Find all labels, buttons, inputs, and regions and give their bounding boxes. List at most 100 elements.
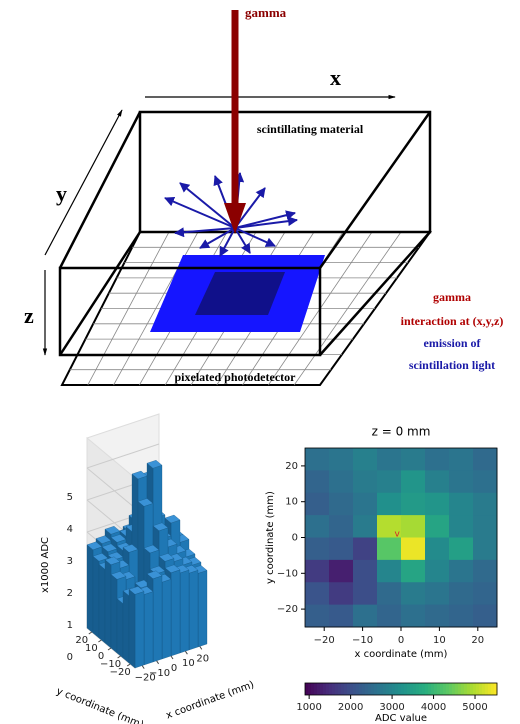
colorbar-segment (311, 683, 315, 695)
colorbar-label: ADC value (375, 713, 427, 724)
heatmap-cell (473, 538, 498, 561)
y-tick-label: −20 (277, 604, 298, 615)
heatmap-cell (449, 470, 474, 493)
colorbar-segment (404, 683, 408, 695)
colorbar-segment (464, 683, 468, 695)
z-label: z (24, 303, 34, 328)
gamma-label: gamma (245, 5, 287, 20)
colorbar-segment (476, 683, 480, 695)
diagram: gamma x y z scintillating material pixel… (24, 5, 503, 385)
x-tick (185, 651, 187, 654)
colorbar-segment (395, 683, 399, 695)
interaction-marker: v (394, 529, 400, 539)
bar-face (153, 576, 162, 662)
heatmap-cell (473, 515, 498, 538)
colorbar-segment (398, 683, 402, 695)
heatmap-cell (401, 470, 426, 493)
x-tick (200, 646, 202, 649)
colorbar-segment (482, 683, 486, 695)
heatmap-cell (401, 448, 426, 471)
colorbar-segment (374, 683, 378, 695)
colorbar-tick-label: 4000 (421, 702, 446, 713)
colorbar-segment (344, 683, 348, 695)
colorbar-segment (317, 683, 321, 695)
material-label: scintillating material (257, 122, 364, 136)
heatmap-cell (425, 493, 450, 516)
colorbar-segment (419, 683, 423, 695)
z-axis-label: x1000 ADC (40, 537, 51, 593)
heatmap-title: z = 0 mm (372, 425, 431, 439)
colorbar-segment (485, 683, 489, 695)
heatmap-cell (305, 560, 330, 583)
x-axis-label: x coordinate (mm) (165, 679, 256, 721)
colorbar-segment (368, 683, 372, 695)
legend-text: emission of (424, 336, 482, 350)
x-tick-label: −20 (314, 635, 335, 646)
heatmap-cell (425, 582, 450, 605)
heatmap-cell (329, 538, 354, 561)
bar (129, 586, 144, 668)
heatmap-cell (401, 605, 426, 628)
colorbar-segment (467, 683, 471, 695)
heatmap-cell (449, 538, 474, 561)
bar-face (87, 545, 93, 633)
colorbar-segment (347, 683, 351, 695)
heatmap-cell (305, 582, 330, 605)
heatmap-cell (353, 448, 378, 471)
heatmap-cell (377, 582, 402, 605)
heatmap-cell (401, 515, 426, 538)
bar-face (117, 599, 123, 658)
colorbar-segment (326, 683, 330, 695)
colorbar-segment (452, 683, 456, 695)
heatmap-cell (353, 582, 378, 605)
colorbar-segment (473, 683, 477, 695)
colorbar-tick-label: 3000 (379, 702, 404, 713)
colorbar-tick-label: 2000 (338, 702, 363, 713)
z-tick-label: 1 (67, 620, 73, 631)
bar-face (99, 564, 105, 643)
bar-face (111, 574, 117, 653)
x-tick-label: −10 (352, 635, 373, 646)
heatmap-cell (401, 493, 426, 516)
heatmap-cell (353, 493, 378, 516)
colorbar-segment (380, 683, 384, 695)
heatmap-cell (305, 493, 330, 516)
heatmap-cell (473, 493, 498, 516)
colorbar-segment (422, 683, 426, 695)
heatmap-cell (425, 515, 450, 538)
bar-face (189, 570, 198, 650)
heatmap-cell (305, 448, 330, 471)
y-tick-label: 0 (292, 533, 298, 544)
bar-face (171, 570, 180, 656)
colorbar-segment (401, 683, 405, 695)
heatmap-cell (305, 515, 330, 538)
x-tick-label: 0 (171, 663, 177, 674)
y-tick (98, 640, 101, 642)
heatmap-cell (473, 605, 498, 628)
figure: gamma x y z scintillating material pixel… (0, 0, 520, 724)
colorbar-segment (365, 683, 369, 695)
colorbar-segment (356, 683, 360, 695)
y-tick (118, 656, 121, 658)
colorbar-segment (308, 683, 312, 695)
heatmap-cell (329, 515, 354, 538)
colorbar-segment (335, 683, 339, 695)
heatmap-cell (305, 538, 330, 561)
heatmap-cell (377, 448, 402, 471)
bar-face (129, 589, 135, 668)
colorbar-segment (338, 683, 342, 695)
colorbar-segment (383, 683, 387, 695)
heatmap-cell (329, 560, 354, 583)
heatmap-cell (449, 582, 474, 605)
colorbar-segment (434, 683, 438, 695)
y-tick-label: −10 (277, 568, 298, 579)
heatmap-cell (329, 448, 354, 471)
colorbar-segment (392, 683, 396, 695)
z-tick-label: 0 (67, 652, 73, 663)
x-axis-label: x coordinate (mm) (355, 649, 448, 660)
heatmap-cell (329, 582, 354, 605)
bar-face (180, 570, 189, 653)
colorbar-segment (314, 683, 318, 695)
heatmap-cell (377, 493, 402, 516)
y-tick-label: 10 (85, 643, 98, 654)
